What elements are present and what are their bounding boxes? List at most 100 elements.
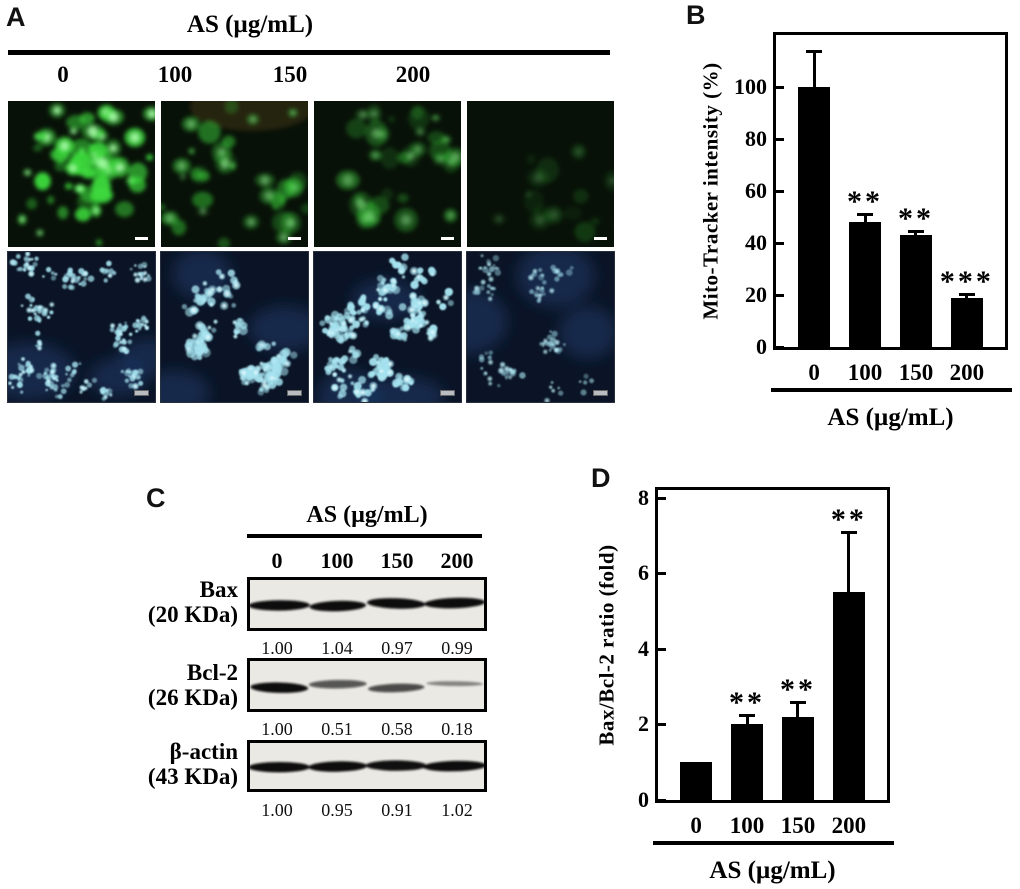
- blot-bands-β-actin: [250, 760, 484, 773]
- blot-strip-Bcl-2: [247, 658, 487, 712]
- d-bar-0: [680, 762, 712, 800]
- blot-value-β-actin-100: 0.95: [321, 800, 353, 820]
- blot-bands-Bcl-2: [250, 679, 484, 693]
- d-xtick-200: 200: [831, 813, 867, 838]
- d-errorbar-100: [745, 714, 749, 725]
- b-ytickmark-60: [776, 190, 784, 193]
- blot-value-β-actin-200: 1.02: [441, 800, 473, 820]
- b-xtick-0: 0: [808, 360, 820, 385]
- b-ytickmark-40: [776, 242, 784, 245]
- d-bar-100: [731, 724, 763, 800]
- d-ytickmark-6: [658, 572, 666, 576]
- blot-value-Bax-200: 0.99: [441, 638, 473, 658]
- d-ytick-0: 0: [638, 787, 649, 812]
- d-xtick-0: 0: [690, 813, 702, 838]
- d-errorcap-200: [840, 530, 857, 534]
- b-xtick-150: 150: [898, 360, 934, 385]
- blot-value-Bax-100: 1.04: [321, 638, 353, 658]
- scale-bar: [440, 390, 455, 396]
- panel-c-dose-label-200: 200: [440, 548, 474, 573]
- scale-bar: [135, 237, 148, 240]
- panel-a-dose-label-100: 100: [157, 62, 193, 87]
- b-ytick-20: 20: [745, 282, 767, 307]
- mito-tracker-image: [336, 104, 461, 233]
- d-ytickmark-0: [658, 799, 666, 802]
- mito-tracker-image: [17, 102, 155, 246]
- d-sig-100: **: [729, 685, 766, 719]
- blot-strip-Bax: [247, 577, 487, 631]
- panel-c-label: C: [146, 483, 166, 513]
- b-ytick-60: 60: [745, 178, 767, 203]
- micrograph-tile-blue-150: [313, 251, 462, 403]
- d-ytick-8: 8: [638, 484, 649, 510]
- b-ytickmark-0: [776, 346, 784, 349]
- d-errorbar-150: [796, 701, 800, 717]
- d-ytick-6: 6: [638, 560, 649, 586]
- micrograph-tile-green-0: [8, 101, 155, 247]
- blot-bands-Bax: [250, 597, 484, 612]
- b-ytickmark-80: [776, 138, 784, 141]
- b-bar-200: [951, 297, 983, 347]
- molecular-weight: (20 KDa): [147, 602, 238, 627]
- micrograph-tile-green-100: [161, 101, 308, 247]
- b-ytick-0: 0: [756, 334, 767, 359]
- panel-d-label: D: [591, 463, 611, 493]
- d-bar-200: [833, 592, 865, 800]
- scale-bar: [593, 390, 608, 396]
- protein-name: β-actin: [169, 739, 238, 764]
- b-bar-150: [900, 235, 932, 347]
- scale-bar: [287, 390, 302, 396]
- panel-a-header-line: [8, 50, 610, 55]
- b-errorbar-100: [863, 214, 867, 223]
- panel-a-dose-label-200: 200: [395, 62, 431, 87]
- scale-bar: [134, 390, 149, 396]
- blot-value-β-actin-0: 1.00: [261, 800, 293, 820]
- blot-label-Bcl-2: Bcl-2 (26 KDa): [126, 660, 238, 710]
- b-errorcap-200: [958, 292, 975, 296]
- d-ytickmark-4: [658, 647, 666, 651]
- d-ytick-4: 4: [638, 635, 649, 661]
- panel-c-dose-label-150: 150: [380, 548, 414, 573]
- d-xtick-150: 150: [780, 813, 816, 838]
- nuclei-stain-image: [8, 252, 155, 401]
- mito-tracker-image: [161, 101, 308, 247]
- molecular-weight: (43 KDa): [147, 764, 238, 789]
- b-ytick-40: 40: [745, 230, 767, 255]
- b-xtick-100: 100: [847, 360, 883, 385]
- panel-a-dose-label-150: 150: [272, 62, 308, 87]
- b-sig-200: ***: [939, 264, 994, 298]
- protein-name: Bcl-2: [186, 660, 238, 685]
- micrograph-tile-blue-200: [466, 251, 615, 403]
- blot-value-Bcl-2-200: 0.18: [441, 719, 473, 739]
- b-bar-100: [849, 222, 881, 347]
- mito-tracker-image: [491, 144, 614, 242]
- d-xtick-100: 100: [729, 813, 765, 838]
- scale-bar: [288, 237, 301, 240]
- d-sig-150: **: [779, 672, 816, 706]
- b-errorbar-0: [812, 50, 816, 87]
- scale-bar: [594, 237, 607, 240]
- nuclei-stain-image: [161, 252, 308, 402]
- blot-label-β-actin: β-actin (43 KDa): [126, 739, 238, 789]
- panel-c-dose-label-100: 100: [320, 548, 354, 573]
- d-ytick-2: 2: [638, 711, 649, 737]
- d-errorbar-200: [847, 531, 851, 593]
- blot-value-β-actin-150: 0.91: [381, 800, 413, 820]
- panel-a-dose-label-0: 0: [57, 62, 69, 87]
- panel-b-label: B: [686, 0, 706, 30]
- b-ytick-80: 80: [745, 126, 767, 151]
- micrograph-tile-blue-100: [160, 251, 309, 403]
- b-errorcap-150: [907, 230, 924, 234]
- d-sig-200: **: [830, 502, 867, 536]
- b-sig-150: **: [897, 202, 934, 236]
- b-ytick-100: 100: [734, 74, 767, 99]
- blot-value-Bax-0: 1.00: [261, 638, 293, 658]
- d-x-axis-underline: [653, 841, 894, 845]
- blot-value-Bax-150: 0.97: [381, 638, 413, 658]
- b-bar-0: [798, 87, 830, 347]
- nuclei-stain-image: [317, 253, 454, 402]
- b-ytickmark-100: [776, 86, 784, 89]
- panel-a-label: A: [6, 2, 26, 32]
- scale-bar: [441, 237, 454, 240]
